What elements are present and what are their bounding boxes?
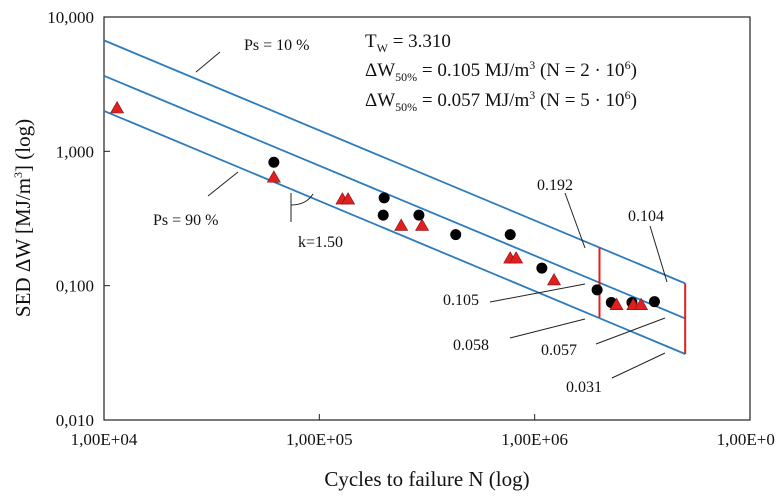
slope-marker xyxy=(290,193,314,222)
y-tick-label: 1,000 xyxy=(56,142,94,161)
x-tick-label: 1,00E+05 xyxy=(286,430,353,449)
leader-ps10 xyxy=(195,51,221,73)
leader-0105 xyxy=(489,283,586,303)
scatter-bars xyxy=(598,247,687,354)
x-axis-title: Cycles to failure N (log) xyxy=(324,467,529,491)
y-tick-label: 0,010 xyxy=(56,411,94,430)
label-0031: 0.031 xyxy=(566,379,602,396)
leader-0192 xyxy=(564,192,586,249)
x-tick-label: 1,00E+06 xyxy=(501,430,568,449)
info-line-n5: ΔW50% = 0.057 MJ/m3 (N = 5 · 106) xyxy=(365,88,637,114)
leader-0058 xyxy=(509,318,586,339)
triangle-point xyxy=(415,218,430,231)
triangle-point xyxy=(609,297,624,311)
label-0192: 0.192 xyxy=(537,177,573,194)
label-k: k=1.50 xyxy=(298,234,343,251)
info-line-n2: ΔW50% = 0.105 MJ/m3 (N = 2 · 106) xyxy=(365,58,637,84)
circle-point xyxy=(413,209,425,221)
circle-point xyxy=(268,156,280,168)
x-tick-label: 1,00E+07 xyxy=(717,430,776,449)
triangle-point xyxy=(266,170,281,183)
label-0105: 0.105 xyxy=(443,292,479,309)
triangle-point xyxy=(110,100,125,114)
y-tick-label: 0,100 xyxy=(56,277,94,296)
label-ps10: Ps = 10 % xyxy=(244,37,309,54)
band-lines xyxy=(103,39,686,355)
data-points xyxy=(110,100,660,311)
circle-point xyxy=(450,229,462,241)
label-0104: 0.104 xyxy=(628,208,664,225)
leader-0104 xyxy=(649,225,668,283)
y-tick-label: 10,000 xyxy=(47,8,94,27)
leader-lines xyxy=(195,51,668,379)
info-line-tw: TW = 3.310 xyxy=(365,31,451,55)
band-line xyxy=(103,74,686,320)
triangle-point xyxy=(547,273,562,286)
plot-frame xyxy=(103,16,751,421)
band-line xyxy=(103,39,686,285)
circle-point xyxy=(504,229,516,241)
circle-point xyxy=(377,209,389,221)
x-tick-label: 1,00E+04 xyxy=(71,430,138,449)
axis-ticks: 1,00E+04 1,00E+05 1,00E+06 1,00E+07 10,000 1,… xyxy=(47,8,776,449)
triangle-point xyxy=(509,251,524,264)
slope-arc xyxy=(290,193,314,206)
circle-point xyxy=(378,192,390,204)
leader-ps90 xyxy=(207,171,239,197)
leader-0031 xyxy=(611,352,666,379)
y-axis-title: SED ΔW [MJ/m3] (log) xyxy=(11,119,35,317)
leader-0057 xyxy=(595,317,666,345)
triangle-point xyxy=(341,192,356,205)
circle-point xyxy=(648,296,660,308)
label-ps90: Ps = 90 % xyxy=(153,212,218,229)
label-0058: 0.058 xyxy=(453,337,489,354)
info-block: TW = 3.310 ΔW50% = 0.105 MJ/m3 (N = 2 · … xyxy=(365,31,637,114)
triangle-point xyxy=(634,297,649,311)
band-line xyxy=(103,110,686,355)
circle-point xyxy=(536,262,548,274)
circle-point xyxy=(591,284,603,296)
triangle-point xyxy=(394,218,409,231)
label-0057: 0.057 xyxy=(541,342,577,359)
